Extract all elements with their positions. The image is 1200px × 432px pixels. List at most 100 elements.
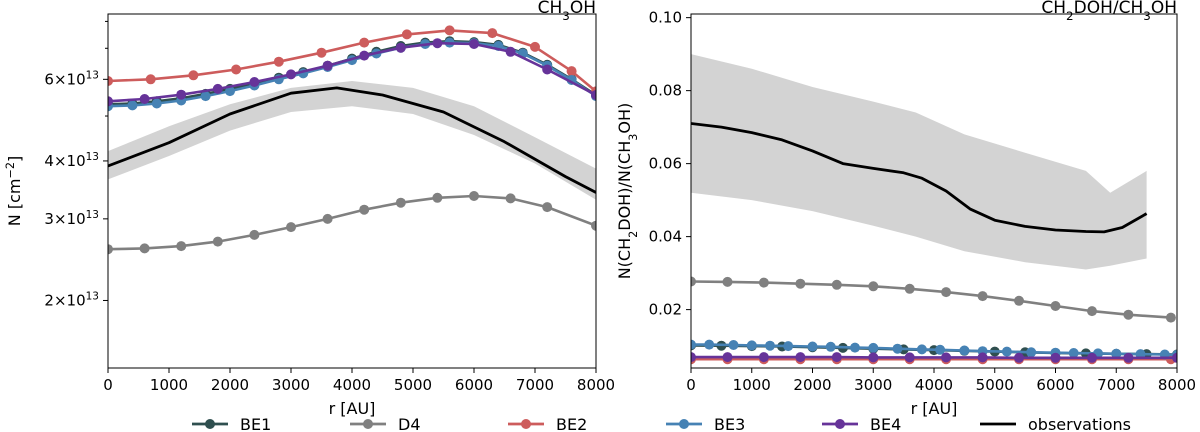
point-be3 — [225, 86, 235, 97]
legend-swatch-marker — [835, 419, 845, 429]
point-d4 — [249, 229, 260, 240]
y-tick-label: 0.10 — [649, 9, 682, 27]
legend-item-d4: D4 — [350, 415, 421, 432]
point-be2 — [231, 64, 242, 75]
x-tick-label: 3000 — [272, 376, 310, 394]
point-be2 — [108, 76, 113, 86]
point-be4 — [542, 64, 553, 75]
point-be4 — [831, 352, 842, 363]
point-be3 — [1026, 347, 1037, 358]
y-tick-label: 0.02 — [649, 301, 682, 319]
point-d4 — [432, 192, 443, 203]
point-be3 — [1111, 348, 1122, 359]
point-be3 — [691, 339, 696, 350]
point-d4 — [176, 241, 187, 252]
point-d4 — [1014, 295, 1024, 306]
point-be4 — [212, 83, 223, 94]
point-d4 — [108, 244, 113, 255]
panel-ch3oh: 0 1000 2000 3000 4000 5000 6000 7000 8000 2×1013 3… — [4, 0, 616, 418]
point-be4 — [359, 50, 370, 61]
point-be4 — [469, 39, 479, 49]
x-axis-label: r [AU] — [329, 399, 376, 418]
legend-label: D4 — [398, 415, 421, 432]
point-d4 — [469, 191, 479, 201]
legend-swatch-marker — [205, 419, 215, 429]
x-tick-label: 6000 — [1036, 376, 1074, 394]
axes-frame — [107, 13, 597, 369]
x-tick-label: 7000 — [1097, 376, 1135, 394]
x-tick-label: 1000 — [150, 376, 188, 394]
series-line-be4 — [691, 355, 1177, 360]
legend-label: BE4 — [870, 415, 901, 432]
point-d4 — [286, 222, 296, 233]
y-tick-label: 0.06 — [649, 155, 682, 173]
point-d4 — [868, 281, 879, 292]
point-d4 — [1165, 312, 1176, 323]
point-be3 — [728, 340, 739, 350]
point-be3 — [935, 344, 946, 355]
point-d4 — [212, 236, 223, 247]
y-tick-label: 2×1013 — [44, 290, 99, 309]
plot-area — [691, 54, 1177, 365]
panel-ratio: 0 1000 2000 3000 4000 5000 6000 7000 8000 0.02 0.0… — [615, 0, 1196, 418]
point-be3 — [892, 343, 903, 354]
point-be3 — [959, 345, 970, 356]
point-d4 — [139, 243, 150, 254]
y-tick-label: 4×1013 — [44, 151, 99, 170]
y-axis-label: N [cm−2] — [4, 156, 25, 226]
x-tick-label: 0 — [103, 376, 113, 394]
x-tick-label: 5000 — [394, 376, 432, 394]
legend-item-be1: BE1 — [192, 415, 271, 432]
y-tick-label: 0.04 — [649, 228, 682, 246]
x-tick-label: 4000 — [915, 376, 953, 394]
legend-label: observations — [1028, 415, 1131, 432]
point-be4 — [286, 69, 296, 80]
point-be3 — [765, 340, 775, 351]
point-d4 — [941, 287, 952, 298]
x-tick-label: 2000 — [211, 376, 249, 394]
legend-label: BE1 — [240, 415, 271, 432]
x-tick-label: 7000 — [516, 376, 554, 394]
point-be2 — [316, 47, 327, 58]
point-be3 — [746, 340, 757, 351]
point-be4 — [1172, 352, 1177, 363]
x-tick-label: 1000 — [733, 376, 771, 394]
point-be3 — [200, 91, 211, 102]
x-tick-label: 4000 — [333, 376, 371, 394]
x-axis-label: r [AU] — [911, 399, 958, 418]
point-be3 — [1068, 348, 1079, 358]
point-d4 — [691, 276, 696, 287]
point-d4 — [591, 220, 596, 231]
point-be2 — [566, 66, 577, 77]
point-be3 — [825, 341, 836, 352]
point-be2 — [359, 37, 370, 48]
observation-uncertainty-band — [108, 81, 596, 200]
point-be4 — [1087, 352, 1097, 363]
x-tick-label: 8000 — [577, 376, 615, 394]
point-d4 — [542, 202, 553, 213]
x-tick-label: 8000 — [1158, 376, 1196, 394]
point-be2 — [487, 28, 498, 39]
point-d4 — [505, 193, 516, 204]
point-be4 — [795, 352, 806, 363]
point-be3 — [783, 341, 794, 352]
legend-item-be2: BE2 — [508, 415, 587, 432]
point-d4 — [795, 278, 806, 289]
point-be4 — [758, 352, 769, 363]
point-be2 — [188, 70, 199, 81]
point-be4 — [722, 352, 733, 363]
series-line-d4 — [691, 280, 1171, 319]
point-d4 — [359, 204, 370, 215]
point-be2 — [444, 25, 455, 36]
series-line-d4 — [108, 194, 596, 251]
chart-title: CH3OH — [538, 0, 596, 23]
series-line-observations — [108, 86, 596, 194]
point-be2 — [401, 29, 412, 40]
legend-swatch-marker — [679, 419, 689, 429]
chart-title: CH2DOH/CH3OH — [1041, 0, 1177, 23]
point-be4 — [691, 352, 696, 363]
point-be4 — [977, 352, 988, 363]
point-be3 — [916, 344, 927, 355]
plot-area — [108, 25, 596, 255]
